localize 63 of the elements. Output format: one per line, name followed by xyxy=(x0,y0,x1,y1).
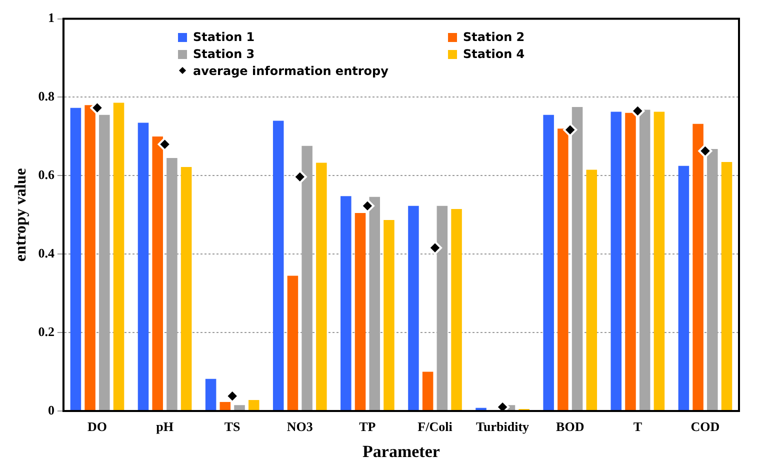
legend-label: Station 4 xyxy=(463,47,525,61)
point xyxy=(698,144,712,158)
bar xyxy=(678,166,690,410)
x-tick-label: Turbidity xyxy=(476,419,530,434)
x-tick-label: NO3 xyxy=(286,419,314,434)
bar xyxy=(354,212,366,410)
bar xyxy=(721,162,732,410)
x-tick-label: TS xyxy=(224,419,240,434)
bar xyxy=(220,402,231,410)
bar xyxy=(205,378,216,410)
bar xyxy=(302,146,312,410)
bar xyxy=(369,196,380,410)
y-axis-title: entropy value xyxy=(12,168,30,262)
legend-label: Station 2 xyxy=(463,30,525,44)
bar xyxy=(287,276,298,410)
point xyxy=(563,122,578,137)
y-tick-label: 0.4 xyxy=(38,245,55,260)
bar xyxy=(99,114,110,410)
bar xyxy=(234,405,245,410)
bar xyxy=(654,112,665,410)
bar xyxy=(639,110,650,410)
point xyxy=(428,240,442,255)
y-tick-label: 1 xyxy=(48,10,54,26)
y-tick-label: 0.8 xyxy=(38,88,55,104)
bar xyxy=(558,128,568,410)
bar xyxy=(586,170,598,410)
x-tick-label: COD xyxy=(690,419,720,434)
bar xyxy=(408,206,419,410)
bar xyxy=(572,107,583,410)
bar xyxy=(152,136,163,410)
x-axis-title: Parameter xyxy=(362,442,440,462)
bar xyxy=(707,149,718,410)
x-tick-label: T xyxy=(633,419,642,434)
bar xyxy=(384,220,394,410)
x-tick-label: F/Coli xyxy=(418,419,453,434)
y-tick-label: 0.6 xyxy=(38,167,55,182)
bar xyxy=(436,206,448,410)
bar xyxy=(113,102,124,410)
x-tick-label: BOD xyxy=(556,419,584,434)
x-tick-label: TP xyxy=(359,419,376,434)
bar xyxy=(543,114,554,410)
bar xyxy=(138,122,149,410)
bar xyxy=(692,124,704,410)
y-tick-label: 0.2 xyxy=(38,324,54,339)
legend-label: Station 1 xyxy=(193,30,255,44)
y-tick-label: 0 xyxy=(48,402,54,418)
legend-label: average information entropy xyxy=(193,64,388,78)
bar xyxy=(610,112,622,410)
bar xyxy=(272,120,284,410)
x-tick-label: DO xyxy=(87,419,107,434)
bar xyxy=(166,158,178,410)
bar xyxy=(248,400,260,410)
bar xyxy=(625,112,636,410)
bar xyxy=(451,209,462,410)
bar xyxy=(422,372,434,410)
legend-label: Station 3 xyxy=(193,47,255,61)
x-tick-label: pH xyxy=(156,419,174,434)
bar xyxy=(340,196,352,410)
bar xyxy=(84,105,96,410)
bar xyxy=(316,162,327,410)
bar xyxy=(180,167,192,410)
bar xyxy=(70,108,82,410)
point xyxy=(292,170,307,184)
